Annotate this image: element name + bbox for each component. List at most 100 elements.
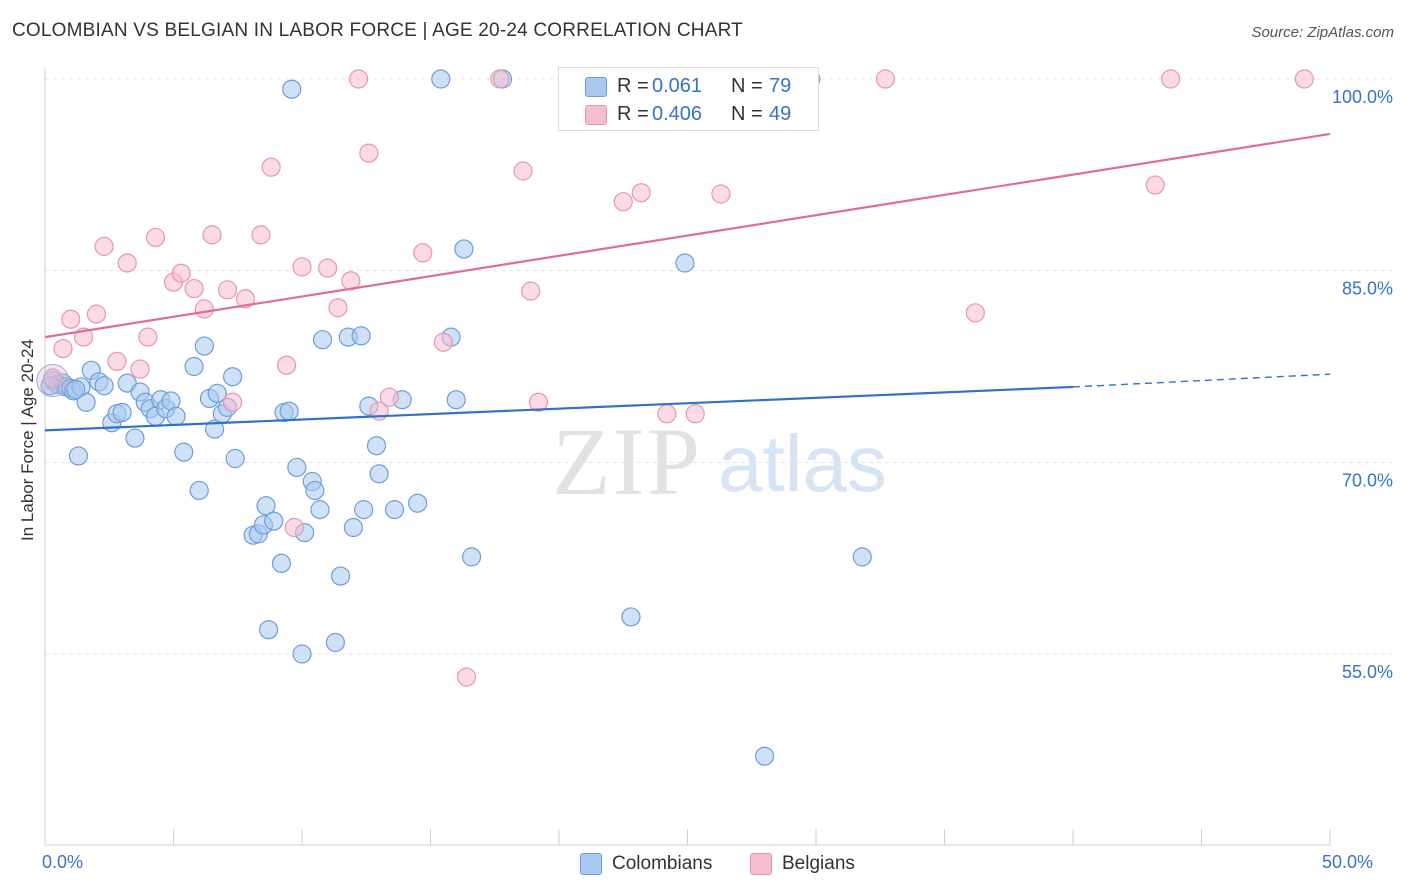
point-belgians bbox=[359, 143, 379, 163]
point-belgians bbox=[685, 404, 705, 424]
point-belgians bbox=[251, 225, 271, 245]
point-colombians bbox=[256, 496, 276, 516]
point-belgians bbox=[341, 271, 361, 291]
y-axis-label-wrap: In Labor Force | Age 20-24 bbox=[8, 290, 48, 590]
point-colombians bbox=[112, 402, 132, 423]
series-swatch-belgians bbox=[750, 853, 772, 875]
point-colombians bbox=[369, 464, 389, 484]
point-belgians bbox=[965, 303, 985, 323]
point-belgians bbox=[217, 280, 238, 300]
point-colombians bbox=[384, 500, 405, 520]
trend-line-colombians bbox=[44, 385, 1074, 432]
point-colombians bbox=[454, 239, 474, 259]
point-belgians bbox=[43, 368, 63, 388]
point-belgians bbox=[433, 332, 453, 352]
watermark: ZIP atlas bbox=[552, 408, 887, 515]
legend-swatch-belgians bbox=[585, 105, 607, 125]
point-belgians bbox=[631, 183, 651, 203]
legend-n-value: 79 bbox=[769, 75, 792, 97]
point-belgians bbox=[107, 351, 127, 371]
point-belgians bbox=[711, 184, 731, 204]
series-name-colombians: Colombians bbox=[612, 853, 713, 874]
point-belgians bbox=[145, 227, 166, 248]
point-colombians bbox=[852, 547, 872, 567]
point-belgians bbox=[194, 299, 214, 319]
point-colombians bbox=[754, 746, 775, 766]
trend-line-extension-colombians bbox=[1072, 373, 1331, 388]
point-colombians bbox=[325, 632, 346, 653]
point-colombians bbox=[271, 553, 292, 573]
legend: R = 0.061 N = 79 R = 0.406 N = 49 bbox=[558, 67, 819, 131]
point-belgians bbox=[379, 387, 399, 407]
point-belgians bbox=[348, 69, 369, 89]
legend-r-value: 0.406 bbox=[652, 103, 703, 125]
point-belgians bbox=[276, 355, 297, 375]
point-colombians bbox=[174, 442, 194, 462]
axes bbox=[44, 68, 1331, 846]
point-belgians bbox=[513, 161, 533, 181]
point-colombians bbox=[330, 566, 351, 586]
point-colombians bbox=[310, 500, 330, 520]
point-belgians bbox=[456, 667, 477, 687]
legend-r-label: R = bbox=[617, 75, 649, 97]
point-belgians bbox=[292, 257, 312, 277]
point-cluster bbox=[36, 364, 70, 398]
point-belgians bbox=[1145, 175, 1165, 195]
point-colombians bbox=[431, 69, 451, 89]
x-tick-label-max: 50.0% bbox=[1322, 852, 1374, 872]
watermark-zip: ZIP bbox=[552, 408, 702, 515]
point-belgians bbox=[223, 392, 243, 412]
legend-row-colombians: R = 0.061 N = 79 bbox=[559, 72, 818, 102]
point-belgians bbox=[328, 298, 348, 318]
point-belgians bbox=[202, 225, 222, 245]
y-tick-label-100: 100.0% bbox=[1332, 87, 1393, 107]
point-belgians bbox=[86, 304, 107, 324]
point-colombians bbox=[354, 500, 374, 520]
point-colombians bbox=[282, 79, 302, 99]
point-colombians bbox=[205, 419, 225, 439]
point-colombians bbox=[258, 620, 279, 640]
y-axis-label: In Labor Force | Age 20-24 bbox=[18, 339, 37, 541]
x-tick-label-min: 0.0% bbox=[42, 852, 84, 872]
point-colombians bbox=[223, 367, 243, 387]
point-belgians bbox=[94, 236, 114, 256]
point-belgians bbox=[490, 69, 510, 89]
source-credit: Source: ZipAtlas.com bbox=[1251, 24, 1394, 41]
point-colombians bbox=[207, 383, 227, 403]
point-colombians bbox=[446, 390, 466, 410]
point-belgians bbox=[261, 157, 281, 177]
point-belgians bbox=[117, 253, 137, 273]
point-colombians bbox=[312, 330, 333, 350]
point-colombians bbox=[292, 644, 312, 664]
legend-row-belgians: R = 0.406 N = 49 bbox=[559, 100, 818, 130]
chart-title: COLOMBIAN VS BELGIAN IN LABOR FORCE | AG… bbox=[12, 20, 743, 41]
y-tick-label-55: 55.0% bbox=[1342, 662, 1393, 682]
point-belgians bbox=[171, 263, 191, 283]
point-colombians bbox=[125, 428, 145, 448]
point-belgians bbox=[130, 359, 150, 379]
y-tick-labels: 55.0% 70.0% 85.0% 100.0% bbox=[1332, 87, 1393, 682]
point-colombians bbox=[184, 356, 204, 377]
point-colombians bbox=[66, 379, 86, 400]
legend-swatch-colombians bbox=[585, 77, 607, 97]
point-colombians bbox=[305, 480, 325, 501]
y-tick-label-85: 85.0% bbox=[1342, 279, 1393, 299]
data-points bbox=[36, 69, 1314, 766]
point-colombians bbox=[462, 547, 482, 567]
legend-r-label: R = bbox=[617, 103, 649, 125]
point-colombians bbox=[621, 607, 641, 627]
point-belgians bbox=[413, 243, 433, 263]
series-swatch-colombians bbox=[580, 853, 602, 875]
point-belgians bbox=[184, 278, 204, 299]
point-belgians bbox=[657, 404, 677, 424]
point-colombians bbox=[189, 480, 209, 501]
point-colombians bbox=[264, 511, 284, 531]
trend-lines bbox=[44, 132, 1331, 432]
point-belgians bbox=[61, 309, 81, 329]
point-belgians bbox=[138, 327, 158, 347]
point-colombians bbox=[76, 392, 96, 412]
point-colombians bbox=[279, 401, 299, 421]
point-colombians bbox=[366, 436, 387, 456]
point-colombians bbox=[408, 493, 428, 513]
